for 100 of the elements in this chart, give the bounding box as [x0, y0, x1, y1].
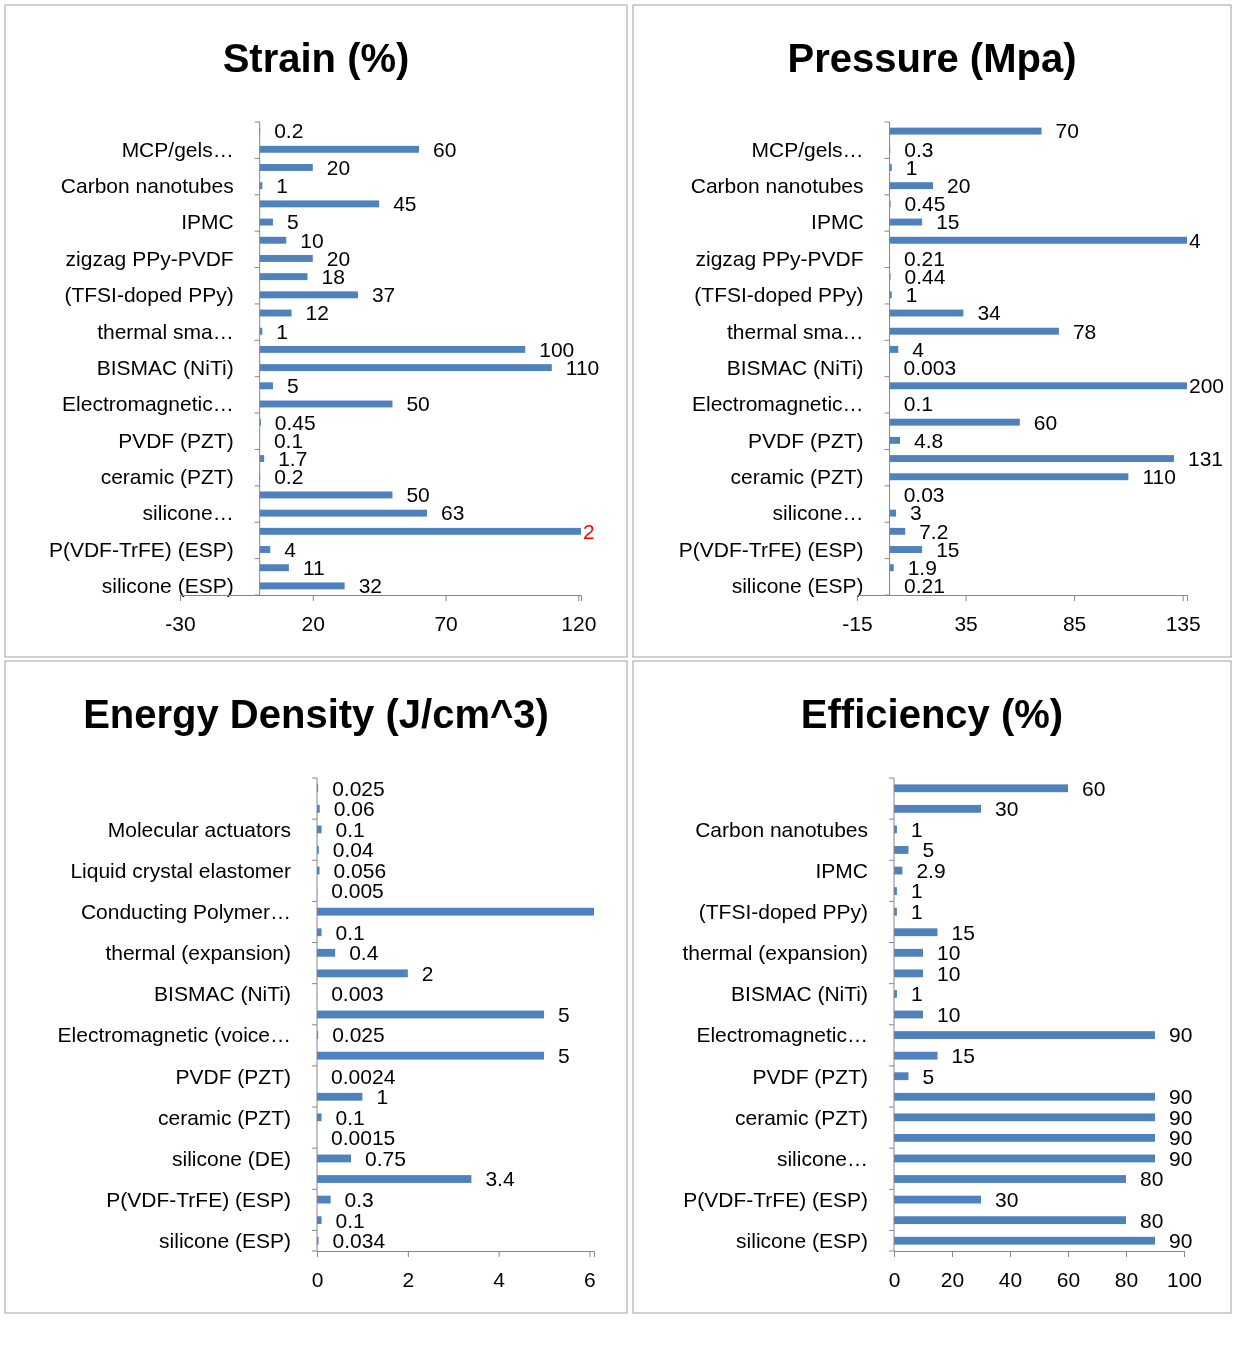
x-tick-label: 40 [998, 1268, 1023, 1292]
data-label: 20 [946, 174, 971, 198]
y-tick-label: P(VDF-TrFE) (ESP) [48, 537, 234, 561]
data-label: 0.2 [274, 465, 304, 489]
data-label: 4 [912, 337, 925, 361]
data-label: 60 [1033, 410, 1058, 434]
data-label: 60 [1082, 776, 1106, 800]
y-tick-label: silicone (DE) [171, 1146, 291, 1170]
data-label: 5 [286, 210, 299, 234]
data-label: 131 [1187, 446, 1224, 470]
data-label: 10 [937, 1002, 961, 1026]
data-label: 1 [376, 1085, 389, 1109]
data-label: 0.1 [335, 1208, 365, 1232]
data-label: 80 [1140, 1208, 1164, 1232]
y-tick-label: Electromagnetic (voice… [57, 1023, 291, 1047]
data-label: 15 [951, 920, 975, 944]
chart-title: Pressure (Mpa) [787, 36, 1077, 80]
y-tick-label: P(VDF-TrFE) (ESP) [678, 537, 864, 561]
y-tick-label: Carbon nanotubes [695, 817, 868, 841]
x-tick-label: 80 [1114, 1268, 1139, 1292]
data-label: 4 [284, 537, 297, 561]
data-label: 20 [326, 155, 351, 179]
data-label: 80 [1140, 1167, 1164, 1191]
y-tick-label: Carbon nanotubes [60, 174, 234, 198]
data-label: 0.1 [335, 920, 365, 944]
data-label: 30 [995, 797, 1019, 821]
data-label: 15 [951, 1043, 975, 1067]
data-label: 60 [433, 137, 457, 161]
data-label: 50 [406, 392, 430, 416]
x-tick-label: 6 [584, 1268, 596, 1292]
x-tick-label: -15 [842, 612, 873, 636]
data-label: 7.2 [919, 519, 949, 543]
data-label: 0.3 [344, 1187, 374, 1211]
data-label: 78 [1072, 319, 1097, 343]
y-tick-label: thermal sma… [97, 319, 234, 343]
text: 2 [583, 519, 595, 543]
data-label: 110 [1142, 465, 1176, 489]
x-tick-label: 0 [888, 1268, 901, 1292]
data-label: 34 [977, 301, 1002, 325]
y-tick-label: thermal sma… [727, 319, 864, 343]
y-tick-label: zigzag PPy-PVDF [695, 246, 864, 270]
data-label: 32 [358, 574, 383, 598]
y-tick-label: ceramic (PZT) [730, 465, 864, 489]
data-label: 1 [276, 319, 289, 343]
y-tick-label: PVDF (PZT) [175, 1064, 291, 1088]
y-tick-label: Molecular actuators [107, 817, 291, 841]
y-tick-label: thermal (expansion) [105, 941, 291, 965]
data-label: 0.2 [274, 119, 304, 143]
data-label: 0.034 [332, 1229, 386, 1253]
y-tick-label: zigzag PPy-PVDF [65, 246, 234, 270]
y-tick-label: BISMAC (NiTi) [154, 982, 291, 1006]
y-tick-label: MCP/gels… [121, 137, 234, 161]
x-tick-label: 60 [1056, 1268, 1081, 1292]
y-tick-label: Electromagnetic… [696, 1023, 868, 1047]
data-label: 0.21 [904, 246, 945, 270]
y-tick-label: IPMC [815, 858, 868, 882]
y-tick-label: silicone… [776, 1146, 868, 1170]
x-tick-label: 85 [1062, 612, 1087, 636]
y-tick-label: PVDF (PZT) [752, 1064, 868, 1088]
data-label: 0.3 [904, 137, 934, 161]
data-label: 0.025 [332, 1023, 385, 1047]
chart-title: Energy Density (J/cm^3) [83, 692, 549, 736]
x-tick-label: 4 [493, 1268, 506, 1292]
y-tick-label: IPMC [811, 210, 864, 234]
y-tick-label: PVDF (PZT) [118, 428, 234, 452]
data-label: 0.0024 [331, 1064, 396, 1088]
data-label: 3.4 [485, 1167, 515, 1191]
y-tick-label: silicone (ESP) [159, 1229, 291, 1253]
y-tick-label: Liquid crystal elastomer [70, 858, 292, 882]
data-label: 0.1 [335, 1105, 365, 1129]
data-label: 12 [305, 301, 329, 325]
y-tick-label: (TFSI-doped PPy) [694, 283, 864, 307]
y-tick-label: thermal (expansion) [682, 941, 868, 965]
y-tick-label: P(VDF-TrFE) (ESP) [106, 1187, 291, 1211]
data-label: 1 [910, 982, 923, 1006]
x-tick-label: 2 [402, 1268, 415, 1292]
y-tick-label: Electromagnetic… [691, 392, 864, 416]
data-label: 20 [326, 246, 351, 270]
y-tick-label: (TFSI-doped PPy) [698, 900, 868, 924]
data-label: 1 [910, 900, 923, 924]
data-label: 1 [910, 879, 923, 903]
data-label: 90 [1169, 1229, 1193, 1253]
y-tick-label: ceramic (PZT) [735, 1105, 868, 1129]
data-label: 70 [1055, 119, 1079, 143]
y-tick-label: ceramic (PZT) [158, 1105, 291, 1129]
y-tick-label: silicone (ESP) [736, 1229, 868, 1253]
y-tick-label: silicone… [772, 501, 864, 525]
y-tick-label: silicone (ESP) [731, 574, 864, 598]
data-label: 10 [300, 228, 324, 252]
y-tick-label: Carbon nanotubes [690, 174, 864, 198]
data-label: 5 [558, 1043, 570, 1067]
data-label: 2 [421, 961, 434, 985]
x-tick-label: 135 [1165, 612, 1201, 636]
x-tick-label: 20 [301, 612, 325, 636]
y-tick-label: BISMAC (NiTi) [726, 355, 864, 379]
y-tick-label: MCP/gels… [751, 137, 864, 161]
data-label: 1 [910, 817, 923, 841]
x-tick-label: 120 [561, 612, 597, 636]
x-tick-label: 0 [311, 1268, 324, 1292]
y-tick-label: ceramic (PZT) [100, 465, 234, 489]
